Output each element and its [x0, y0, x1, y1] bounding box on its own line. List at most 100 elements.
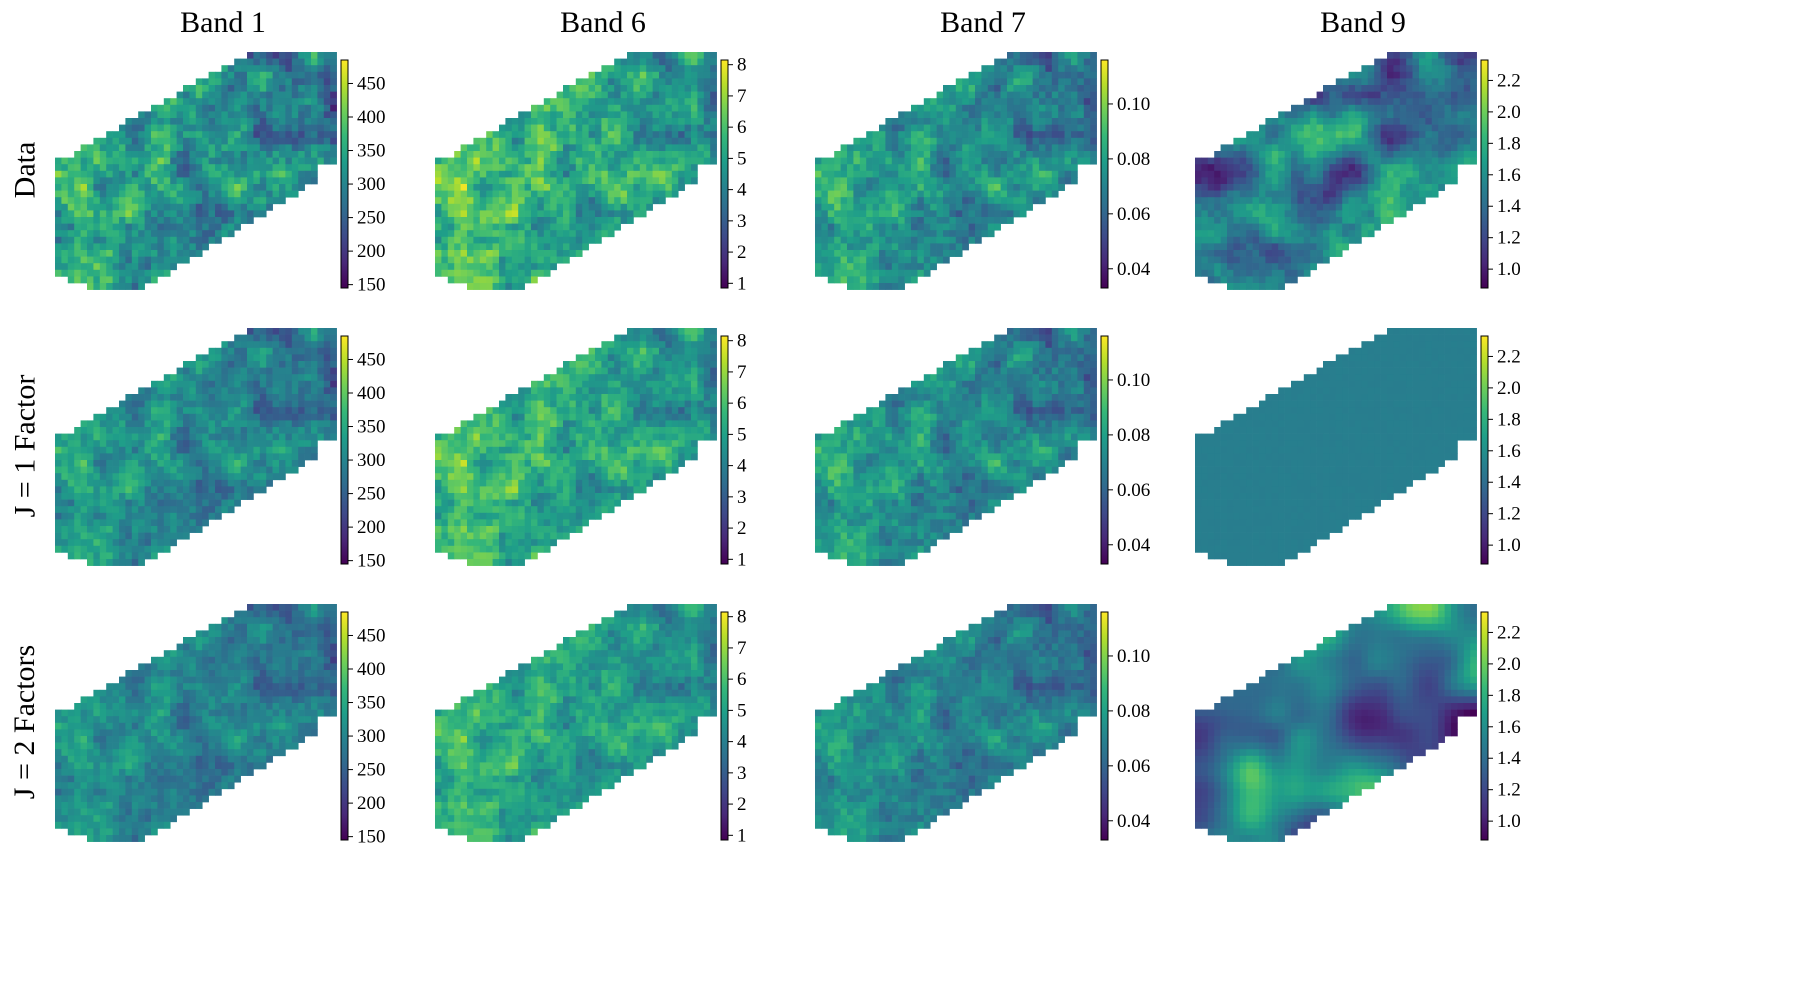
heatmap-cell [311, 328, 318, 335]
heatmap-cell [215, 190, 222, 198]
heatmap-cell [272, 407, 280, 415]
heatmap-cell [227, 177, 235, 185]
heatmap-cell [595, 104, 602, 112]
heatmap-cell [646, 413, 653, 421]
heatmap-cell [55, 460, 62, 467]
heatmap-cell [511, 276, 519, 284]
heatmap-cell [665, 85, 673, 92]
heatmap-cell [518, 256, 525, 264]
heatmap-cell [119, 250, 126, 257]
heatmap-cell [170, 696, 177, 704]
heatmap-cell [80, 506, 88, 514]
heatmap-cell [435, 243, 442, 251]
heatmap-cell [138, 433, 145, 441]
heatmap-cell [543, 217, 551, 224]
heatmap-cell [259, 71, 267, 79]
heatmap-cell [61, 545, 69, 553]
heatmap-cell [563, 427, 570, 434]
heatmap-cell [112, 506, 120, 514]
heatmap-cell [285, 347, 293, 355]
heatmap-cell [614, 71, 621, 79]
heatmap-cell [151, 217, 158, 224]
heatmap-cell [298, 58, 305, 66]
heatmap-cell [330, 670, 337, 677]
heatmap-cell [131, 828, 139, 836]
heatmap-cell [285, 736, 293, 743]
heatmap-cell [703, 137, 711, 145]
heatmap-cell [272, 328, 280, 335]
heatmap-cell [106, 808, 113, 816]
heatmap-cell [93, 473, 101, 481]
heatmap-cell [518, 276, 525, 284]
heatmap-cell [588, 394, 596, 401]
heatmap-cell [582, 118, 589, 125]
heatmap-cell [569, 413, 577, 421]
heatmap-cell [215, 637, 222, 644]
heatmap-cell [227, 190, 235, 198]
heatmap-cell [215, 749, 222, 757]
heatmap-cell [569, 111, 577, 119]
heatmap-cell [279, 137, 286, 145]
heatmap-cell [678, 413, 685, 421]
heatmap-cell [285, 131, 293, 139]
heatmap-cell [601, 157, 609, 165]
heatmap-cell [601, 118, 609, 125]
heatmap-cell [441, 236, 449, 244]
heatmap-cell [330, 689, 337, 697]
heatmap-cell [330, 328, 337, 335]
heatmap-cell [144, 151, 152, 158]
heatmap-cell [195, 151, 203, 158]
heatmap-cell [272, 124, 280, 132]
heatmap-cell [447, 250, 455, 257]
heatmap-cell [607, 104, 615, 112]
heatmap-cell [247, 433, 254, 441]
heatmap-cell [550, 210, 557, 218]
heatmap-cell [646, 65, 653, 73]
heatmap-cell [524, 236, 532, 244]
heatmap-cell [678, 104, 685, 112]
heatmap-cell [317, 623, 325, 631]
heatmap-cell [151, 263, 158, 271]
heatmap-cell [99, 769, 107, 776]
heatmap-cell [447, 210, 455, 218]
heatmap-cell [575, 197, 583, 205]
heatmap-cell [531, 276, 538, 284]
heatmap-cell [671, 104, 679, 112]
heatmap-cell [671, 111, 679, 119]
heatmap-cell [614, 413, 621, 421]
heatmap-cell [80, 440, 88, 448]
heatmap-cell [486, 453, 493, 461]
heatmap-cell [659, 361, 666, 368]
heatmap-cell [119, 828, 126, 836]
heatmap-cell [454, 177, 461, 185]
heatmap-cell [499, 420, 506, 428]
heatmap-cell [467, 243, 474, 251]
heatmap-cell [697, 91, 705, 99]
heatmap-cell [151, 256, 158, 264]
heatmap-cell [240, 729, 248, 737]
heatmap-cell [183, 802, 190, 809]
heatmap-panel-band-1-row-2: 150 200 250 300 350 400 450 [55, 328, 495, 648]
heatmap-cell [304, 361, 312, 368]
heatmap-cell [298, 104, 305, 112]
heatmap-cell [317, 703, 325, 710]
heatmap-cell [106, 170, 113, 178]
heatmap-cell [575, 243, 583, 251]
heatmap-cell [691, 347, 698, 355]
heatmap-cell [93, 749, 101, 757]
heatmap-cell [569, 197, 577, 205]
heatmap-cell [157, 453, 165, 461]
heatmap-cell [272, 58, 280, 66]
heatmap-cell [582, 217, 589, 224]
heatmap-cell [208, 486, 216, 494]
heatmap-cell [697, 52, 705, 59]
heatmap-cell [684, 407, 692, 415]
heatmap-cell [208, 137, 216, 145]
heatmap-cell [227, 394, 235, 401]
heatmap-cell [176, 236, 184, 244]
heatmap-cell [266, 466, 273, 474]
heatmap-cell [80, 256, 88, 264]
heatmap-cell [627, 420, 634, 428]
heatmap-cell [176, 676, 184, 684]
heatmap-cell [55, 769, 62, 776]
